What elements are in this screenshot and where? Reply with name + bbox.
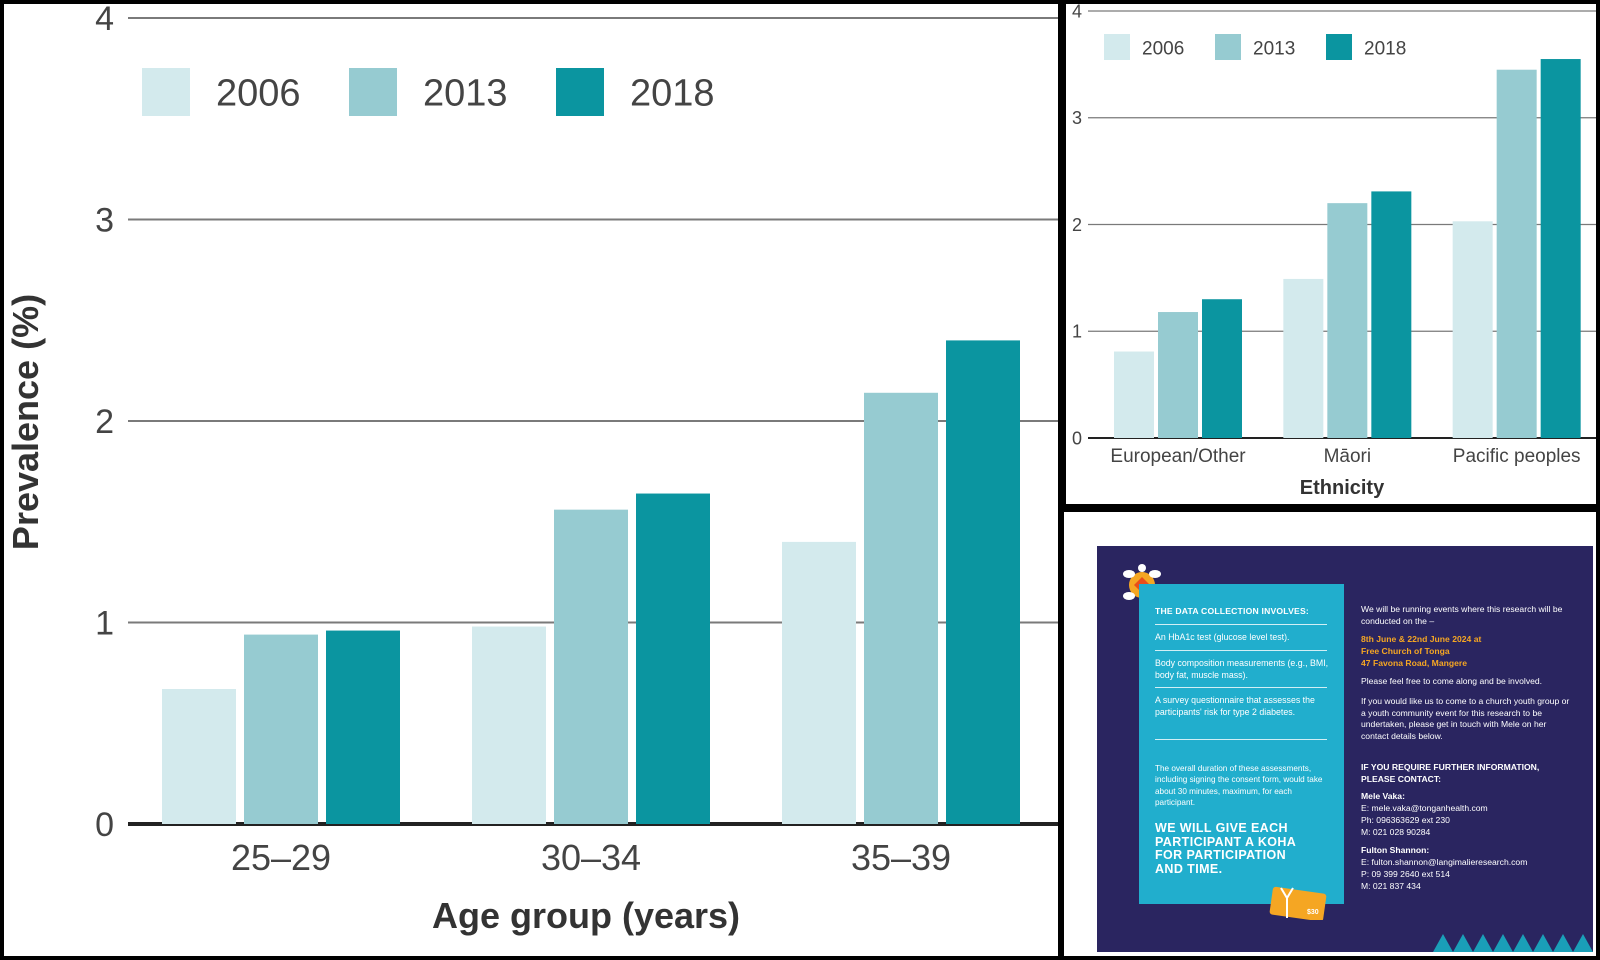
bar-2013-0 xyxy=(1158,312,1198,438)
bar-2013-1 xyxy=(554,509,628,824)
bar-2013-1 xyxy=(1327,203,1368,438)
y-tick-label: 1 xyxy=(1072,322,1082,342)
age-chart-panel: 0 1 2 3 4 25–29 30–34 35–39 2006 2013 2018 Age grou… xyxy=(4,4,1058,956)
x-tick-label: 30–34 xyxy=(541,837,641,878)
bar-2013-2 xyxy=(864,392,938,824)
y-tick-label: 1 xyxy=(95,604,114,642)
legend-swatch xyxy=(1104,34,1130,60)
y-tick-label: 3 xyxy=(95,201,114,239)
contact-heading: IF YOU REQUIRE FURTHER INFORMATION, PLEA… xyxy=(1361,762,1540,784)
event-address: 47 Favona Road, Mangere xyxy=(1361,658,1468,668)
contact2-email: E: fulton.shannon@langimalieresearch.com xyxy=(1361,857,1528,867)
bar-2018-2 xyxy=(1540,59,1581,438)
contact2-phone: P: 09 399 2640 ext 514 xyxy=(1361,869,1450,879)
legend-swatch xyxy=(1215,34,1241,60)
y-tick-label: 3 xyxy=(1072,108,1082,128)
divider xyxy=(1155,687,1327,688)
x-tick-label: 35–39 xyxy=(851,837,951,878)
contact1-email: E: mele.vaka@tonganhealth.com xyxy=(1361,803,1488,813)
y-tick-label: 0 xyxy=(1072,428,1082,448)
research-flyer: THE DATA COLLECTION INVOLVES: An HbA1c t… xyxy=(1097,546,1593,952)
legend-label: 2006 xyxy=(1142,38,1184,59)
y-tick-label: 4 xyxy=(95,4,114,38)
bar-2018-0 xyxy=(326,630,400,824)
list-item: A survey questionnaire that assesses the… xyxy=(1155,695,1315,717)
duration-note: The overall duration of these assessment… xyxy=(1155,764,1323,807)
event-venue: Free Church of Tonga xyxy=(1361,646,1450,656)
bar-2006-0 xyxy=(1114,351,1154,438)
bar-2006-0 xyxy=(162,688,236,824)
gift-amount: $30 xyxy=(1307,909,1319,916)
legend-swatch xyxy=(349,68,397,116)
list-item: Body composition measurements (e.g., BMI… xyxy=(1155,658,1329,680)
bar-2006-2 xyxy=(782,541,856,824)
x-axis-title: Ethnicity xyxy=(1300,477,1385,499)
legend-label: 2013 xyxy=(1253,38,1295,59)
contact2-mobile: M: 021 837 434 xyxy=(1361,881,1421,891)
contact1-name: Mele Vaka: xyxy=(1361,791,1405,801)
gift-card-icon: $30 xyxy=(1269,886,1327,920)
contact1-mobile: M: 021 028 90284 xyxy=(1361,827,1431,837)
research-poster-panel: THE DATA COLLECTION INVOLVES: An HbA1c t… xyxy=(1064,512,1596,956)
y-tick-label: 2 xyxy=(95,403,114,441)
invite-text: Please feel free to come along and be in… xyxy=(1361,676,1543,686)
legend-label: 2013 xyxy=(423,72,508,114)
data-collection-heading: THE DATA COLLECTION INVOLVES: xyxy=(1155,606,1309,616)
ethnicity-bar-chart: 0 1 2 3 4 European/Other Māori Pacific peoples 2… xyxy=(1072,4,1596,499)
data-collection-box: THE DATA COLLECTION INVOLVES: An HbA1c t… xyxy=(1139,584,1344,920)
divider xyxy=(1155,650,1327,651)
x-tick-label: European/Other xyxy=(1110,446,1246,467)
divider xyxy=(1155,739,1327,740)
event-dates: 8th June & 22nd June 2024 at xyxy=(1361,634,1482,644)
bar-2018-1 xyxy=(636,493,710,824)
bar-2018-0 xyxy=(1202,299,1242,438)
bar-2013-0 xyxy=(244,634,318,824)
church-note: If you would like us to come to a church… xyxy=(1361,696,1570,741)
event-intro: We will be running events where this res… xyxy=(1361,604,1563,626)
x-tick-label: Pacific peoples xyxy=(1453,446,1581,467)
legend-swatch xyxy=(556,68,604,116)
legend-swatch xyxy=(1326,34,1352,60)
legend-label: 2018 xyxy=(630,72,715,114)
y-axis-title: Prevalence (%) xyxy=(5,294,46,550)
divider xyxy=(1155,624,1327,625)
bar-2006-1 xyxy=(1283,278,1324,438)
legend-label: 2006 xyxy=(216,72,301,114)
y-tick-label: 0 xyxy=(95,806,114,844)
wave-pattern-icon xyxy=(1433,934,1593,952)
list-item: An HbA1c test (glucose level test). xyxy=(1155,632,1290,642)
legend-label: 2018 xyxy=(1364,38,1406,59)
ethnicity-chart-panel: 0 1 2 3 4 European/Other Māori Pacific peoples 2… xyxy=(1066,4,1596,504)
contact1-phone: Ph: 096363629 ext 230 xyxy=(1361,815,1450,825)
y-tick-label: 4 xyxy=(1072,4,1082,21)
x-axis-title: Age group (years) xyxy=(432,895,740,936)
bar-2006-2 xyxy=(1452,221,1493,438)
bar-2018-2 xyxy=(946,340,1020,824)
x-tick-label: Māori xyxy=(1324,446,1372,467)
contact2-name: Fulton Shannon: xyxy=(1361,845,1430,855)
x-tick-label: 25–29 xyxy=(231,837,331,878)
bar-2018-1 xyxy=(1371,191,1412,438)
bar-2006-1 xyxy=(472,626,546,824)
y-tick-label: 2 xyxy=(1072,215,1082,235)
legend-swatch xyxy=(142,68,190,116)
age-group-bar-chart: 0 1 2 3 4 25–29 30–34 35–39 2006 2013 2018 Age grou… xyxy=(5,4,1058,936)
bar-2013-2 xyxy=(1496,69,1537,439)
koha-statement: WE WILL GIVE EACH PARTICIPANT A KOHA FOR… xyxy=(1155,821,1296,876)
